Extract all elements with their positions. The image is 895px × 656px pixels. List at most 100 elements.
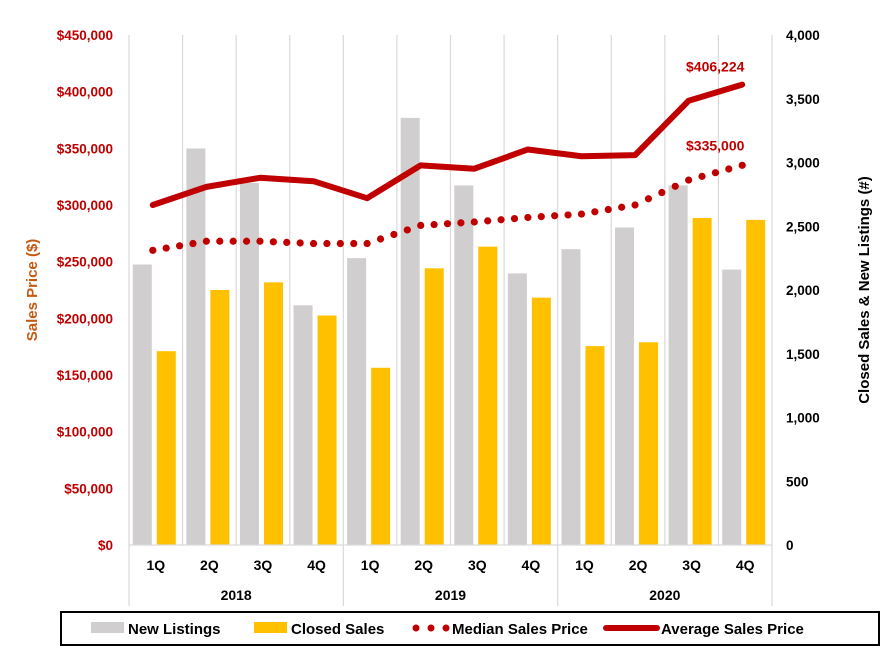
dot-median-line	[216, 237, 224, 245]
right-axis-tick-label: 1,000	[786, 411, 820, 426]
dot-median-line	[497, 216, 505, 224]
point-median-sales-price	[256, 237, 264, 245]
bar-closed-sales	[531, 297, 551, 545]
point-median-sales-price	[685, 176, 693, 184]
x-axis-tick-label: 4Q	[522, 557, 541, 573]
dot-median-line	[671, 182, 679, 190]
legend: New Listings Closed Sales Median Sales P…	[60, 611, 880, 646]
left-axis-tick-label: $150,000	[57, 368, 113, 383]
dot-median-line	[725, 165, 733, 173]
bar-closed-sales	[478, 246, 498, 545]
dot-median-line	[189, 239, 197, 248]
legend-swatch-closed-sales	[254, 622, 287, 633]
axes: $0 $50,000 $100,000 $150,000 $200,000 $250,00…	[57, 28, 820, 606]
dot-median-line	[430, 220, 438, 229]
point-median-sales-price	[738, 161, 746, 169]
legend-swatch-new-listings	[91, 622, 124, 633]
bar-new-listings	[239, 182, 259, 545]
dot-median-line	[510, 215, 519, 223]
bar-closed-sales	[746, 219, 766, 545]
dot-median-line	[711, 169, 720, 177]
bar-new-listings	[668, 185, 688, 545]
bar-new-listings	[186, 148, 206, 545]
dot-median-line	[175, 242, 184, 250]
dot-median-line	[564, 211, 572, 219]
x-axis-tick-label: 3Q	[254, 557, 273, 573]
legend-swatch-median-dot	[427, 624, 435, 632]
dot-median-line	[350, 239, 358, 248]
bar-closed-sales	[156, 351, 176, 545]
left-axis-tick-label: $350,000	[57, 141, 113, 156]
x-axis-group-label: 2018	[221, 587, 252, 603]
x-axis-tick-label: 3Q	[682, 557, 701, 573]
left-axis-tick-label: $50,000	[64, 481, 113, 496]
dot-median-line	[336, 239, 344, 248]
data-label-average: $406,224	[686, 59, 745, 75]
legend-label-closed-sales: Closed Sales	[291, 621, 384, 638]
bar-new-listings	[507, 273, 527, 545]
x-axis-tick-label: 3Q	[468, 557, 487, 573]
data-label-median: $335,000	[686, 137, 745, 153]
left-axis-tick-label: $0	[98, 538, 113, 553]
dot-median-line	[698, 172, 706, 180]
dot-median-line	[443, 220, 452, 228]
right-axis-tick-label: 3,500	[786, 92, 820, 107]
right-axis-tick-label: 500	[786, 474, 809, 489]
x-axis-tick-label: 1Q	[146, 557, 165, 573]
dot-median-line	[229, 237, 237, 245]
dot-median-line	[162, 244, 170, 252]
legend-label-new-listings: New Listings	[128, 621, 221, 638]
right-axis-title: Closed Sales & New Listings (#)	[856, 176, 873, 404]
point-median-sales-price	[417, 221, 425, 229]
x-axis-tick-label: 4Q	[307, 557, 326, 573]
left-axis-tick-label: $300,000	[57, 198, 113, 213]
bar-closed-sales	[317, 315, 337, 545]
bar-new-listings	[293, 305, 313, 545]
bar-new-listings	[132, 264, 152, 545]
bar-closed-sales	[692, 217, 712, 545]
left-axis-tick-label: $400,000	[57, 85, 113, 100]
point-median-sales-price	[577, 210, 586, 218]
dot-median-line	[537, 213, 545, 221]
bar-new-listings	[400, 117, 420, 545]
bar-closed-sales	[371, 367, 391, 545]
bar-closed-sales	[424, 268, 444, 545]
dot-median-line	[283, 238, 291, 246]
right-axis-tick-label: 1,500	[786, 347, 820, 362]
bar-closed-sales	[210, 290, 230, 545]
dot-median-line	[403, 226, 411, 234]
left-axis-tick-label: $250,000	[57, 255, 113, 270]
dot-median-line	[604, 205, 612, 214]
dot-median-line	[296, 239, 304, 247]
bar-closed-sales	[263, 282, 283, 545]
lines: $406,224 $335,000	[149, 59, 746, 254]
bar-new-listings	[454, 185, 474, 545]
dot-median-line	[323, 239, 331, 248]
dot-median-line	[484, 217, 492, 225]
dot-median-line	[551, 212, 559, 220]
bar-closed-sales	[639, 342, 659, 545]
bar-new-listings	[561, 249, 581, 545]
bar-new-listings	[615, 227, 635, 545]
line-average-sales-price	[149, 81, 746, 208]
right-axis-tick-label: 3,000	[786, 156, 820, 171]
point-median-sales-price	[363, 239, 371, 248]
dot-median-line	[591, 208, 599, 216]
x-axis-group-label: 2019	[435, 587, 466, 603]
grid	[128, 35, 773, 545]
point-median-sales-price	[149, 246, 157, 254]
point-median-sales-price	[470, 218, 478, 226]
legend-label-median: Median Sales Price	[452, 621, 588, 638]
x-axis-group-label: 2020	[649, 587, 680, 603]
right-axis-tick-label: 2,000	[786, 283, 820, 298]
dot-median-line	[658, 188, 666, 197]
point-median-sales-price	[631, 201, 639, 209]
x-axis-tick-label: 1Q	[575, 557, 594, 573]
x-axis-tick-label: 2Q	[414, 557, 433, 573]
bars	[132, 117, 766, 545]
dot-median-line	[644, 195, 653, 203]
point-median-sales-price	[309, 239, 318, 248]
dot-median-line	[618, 203, 626, 211]
x-axis-tick-label: 2Q	[629, 557, 648, 573]
